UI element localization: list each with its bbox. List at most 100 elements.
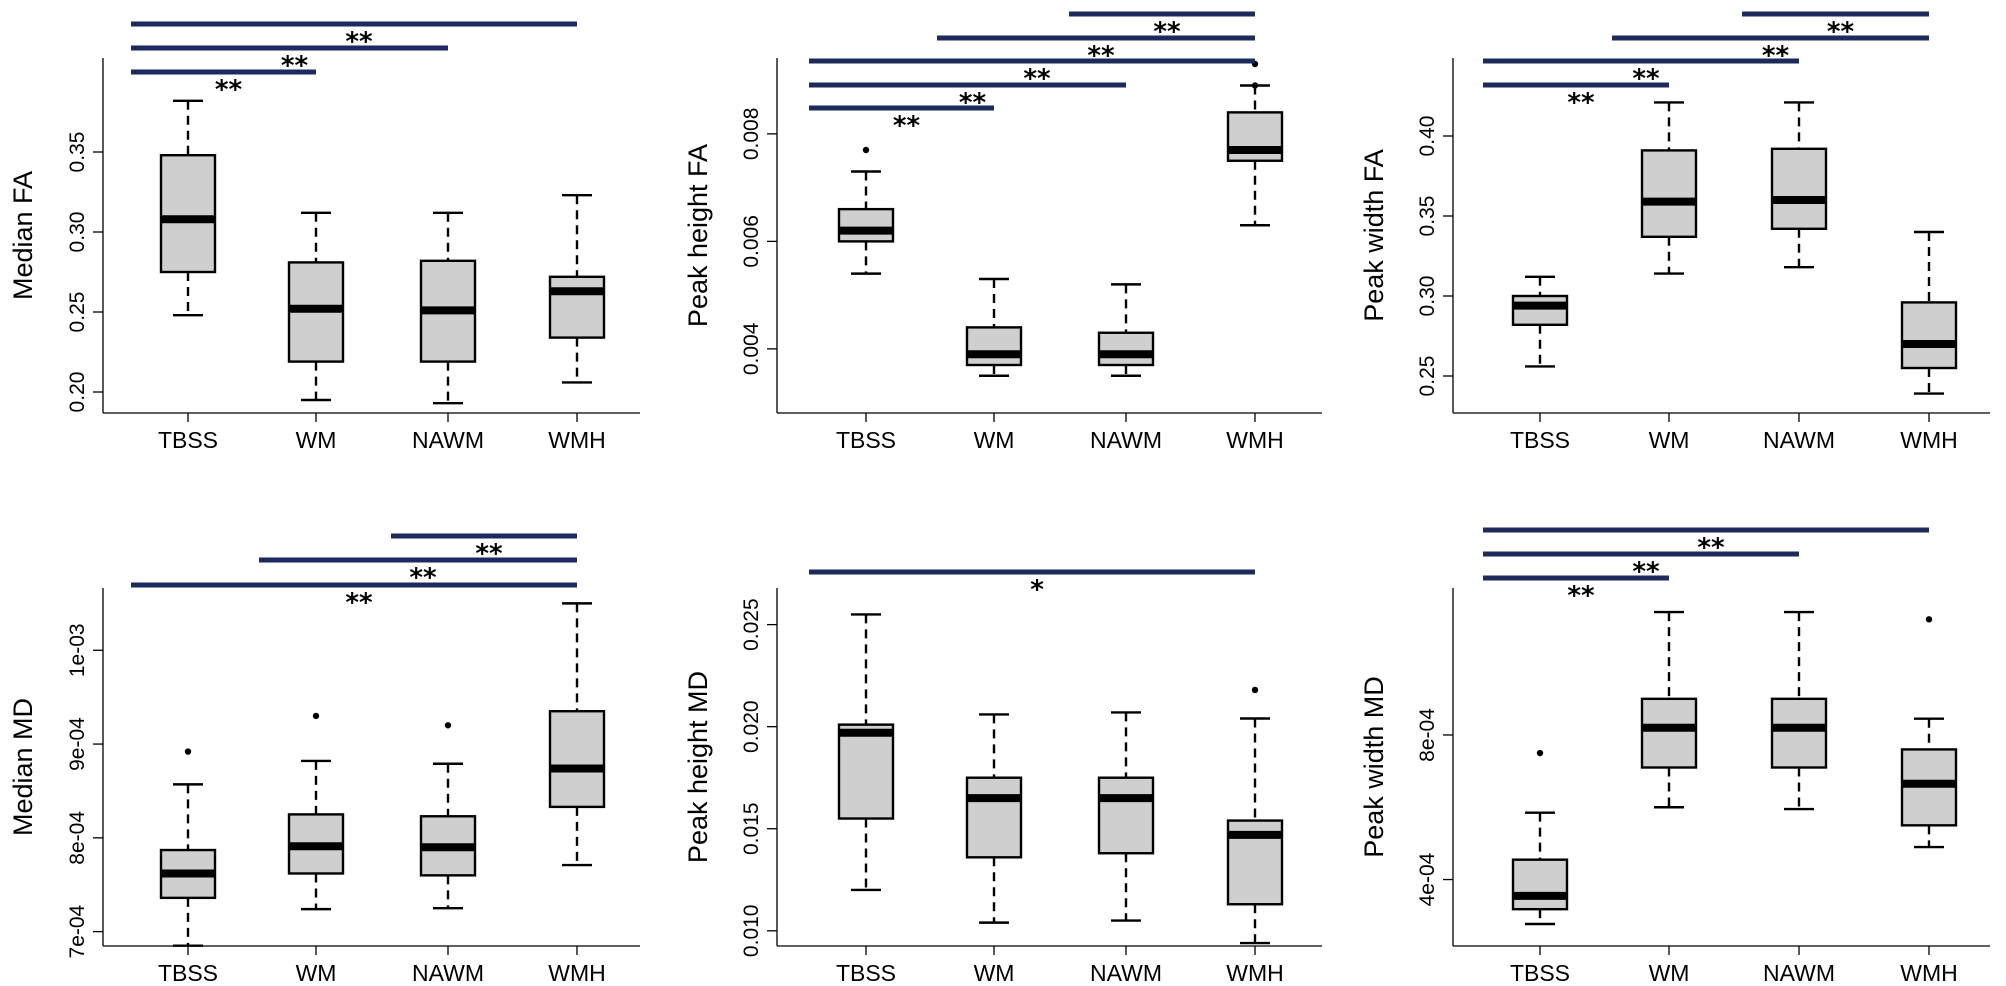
x-tick-label: NAWM: [1090, 960, 1162, 986]
x-tick-label: WMH: [1900, 960, 1957, 986]
x-tick-label: NAWM: [1763, 427, 1835, 453]
axes: 0.004 0.006 0.008 Peak height FA TBSS WM NAWM W…: [683, 58, 1322, 453]
box-tbss: [837, 613, 895, 892]
significance-bar: **: [1069, 11, 1255, 47]
iqr-box: [1097, 331, 1155, 367]
significance-bar: *: [809, 569, 1255, 605]
box-nawm: [1097, 711, 1155, 922]
box-nawm: [1097, 283, 1155, 377]
significance-bar: **: [1612, 35, 1929, 71]
significance-bar: **: [131, 45, 448, 81]
panel-peak-height-fa: 0.004 0.006 0.008 Peak height FA TBSS WM NAWM W…: [683, 11, 1322, 453]
significance-label: **: [281, 51, 309, 81]
significance-label: **: [893, 111, 921, 141]
box-tbss: [1511, 275, 1569, 368]
significance-label: **: [215, 75, 243, 105]
iqr-box: [965, 776, 1023, 859]
significance-bar: **: [259, 557, 577, 593]
significance-label: **: [345, 588, 373, 618]
x-tick-label: TBSS: [1510, 427, 1570, 453]
significance-label: **: [1153, 17, 1181, 47]
significance-label: **: [475, 539, 503, 569]
y-tick-label: 0.25: [66, 292, 89, 333]
box-nawm: [1770, 610, 1828, 811]
significance-label: **: [1632, 64, 1660, 94]
outlier-point: [1251, 686, 1259, 694]
significance-bar: **: [809, 58, 1255, 94]
x-tick-label: NAWM: [1090, 427, 1162, 453]
x-tick-label: WM: [1649, 427, 1690, 453]
iqr-box: [1770, 147, 1828, 231]
box-tbss: [837, 146, 895, 275]
significance-bar: **: [131, 69, 316, 105]
box-wm: [287, 712, 345, 911]
outlier-point: [1925, 616, 1933, 623]
outlier-point: [312, 712, 320, 720]
x-tick-label: TBSS: [836, 427, 896, 453]
iqr-box: [965, 326, 1023, 367]
significance-bar: **: [937, 35, 1255, 71]
box-nawm: [419, 211, 477, 405]
x-tick-label: WMH: [548, 427, 605, 453]
iqr-box: [1770, 697, 1828, 769]
box-wmh: [1226, 60, 1284, 227]
y-tick-label: 0.010: [740, 905, 763, 958]
significance-bar: **: [131, 21, 577, 57]
y-tick-label: 0.25: [1416, 356, 1439, 397]
y-tick-label: 0.006: [740, 215, 763, 268]
y-tick-label: 0.004: [740, 322, 763, 375]
y-tick-label: 0.008: [740, 108, 763, 161]
x-tick-label: WM: [1649, 960, 1690, 986]
box-wm: [965, 713, 1023, 924]
panel-median-fa: 0.20 0.25 0.30 0.35 Median FA TBSS WM NAWM WMH **…: [8, 21, 640, 453]
x-tick-label: TBSS: [158, 427, 218, 453]
panel-peak-height-md: 0.010 0.015 0.020 0.025 Peak height MD TBSS WM…: [683, 569, 1322, 986]
significance-label: **: [345, 27, 373, 57]
significance-label: **: [1567, 581, 1595, 611]
significance-bar: **: [1742, 11, 1929, 47]
y-axis-title: Peak height FA: [683, 144, 713, 327]
x-tick-label: TBSS: [1510, 960, 1570, 986]
iqr-box: [548, 275, 606, 339]
significance-label: **: [1827, 17, 1855, 47]
box-wmh: [1900, 616, 1958, 849]
significance-bar: **: [809, 105, 994, 141]
x-tick-label: WM: [974, 960, 1015, 986]
iqr-box: [1511, 858, 1569, 911]
x-tick-label: WM: [974, 427, 1015, 453]
x-tick-label: TBSS: [836, 960, 896, 986]
x-tick-label: NAWM: [412, 427, 484, 453]
iqr-box: [1640, 149, 1698, 238]
significance-bar: **: [1483, 551, 1799, 587]
significance-bar: **: [391, 533, 577, 569]
box-tbss: [1511, 749, 1569, 926]
y-axis-title: Peak height MD: [683, 671, 713, 863]
y-tick-label: 0.30: [1416, 276, 1439, 317]
significance-label: *: [1030, 575, 1044, 605]
significance-bar: **: [131, 582, 577, 618]
panel-median-md: 7e-04 8e-04 9e-04 1e-03 Median MD TBSS WM NAWM W…: [8, 533, 640, 986]
significance-label: **: [1762, 41, 1790, 71]
box-nawm: [1770, 101, 1828, 269]
x-tick-label: WMH: [1226, 960, 1283, 986]
significance-bar: **: [1483, 82, 1669, 118]
y-tick-label: 0.025: [740, 598, 763, 651]
significance-label: **: [1023, 64, 1051, 94]
x-tick-label: WMH: [548, 960, 605, 986]
y-tick-label: 8e-04: [1416, 708, 1439, 762]
box-wmh: [1226, 686, 1284, 945]
axes: 4e-04 8e-04 Peak width MD TBSS WM NAWM WMH: [1359, 588, 1990, 986]
box-wm: [965, 277, 1023, 377]
x-tick-label: NAWM: [1763, 960, 1835, 986]
significance-bar: **: [809, 82, 1126, 118]
y-tick-label: 0.35: [66, 132, 89, 173]
significance-label: **: [1087, 41, 1115, 71]
significance-label: **: [1567, 88, 1595, 118]
outlier-point: [184, 748, 192, 755]
y-tick-label: 0.20: [66, 372, 89, 413]
y-tick-label: 7e-04: [66, 904, 89, 958]
y-tick-label: 4e-04: [1416, 852, 1439, 906]
iqr-box: [1900, 301, 1958, 370]
box-wm: [1640, 101, 1698, 275]
